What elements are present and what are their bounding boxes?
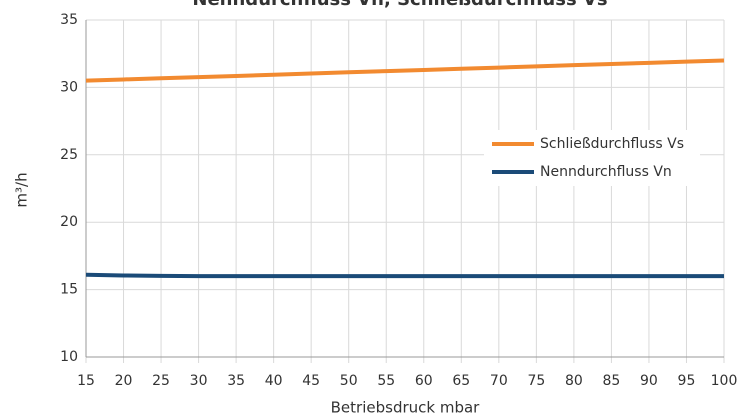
y-tick-label: 25 xyxy=(60,147,78,163)
chart-title: Nenndurchfluss Vn, Schließdurchfluss Vs xyxy=(192,0,607,10)
x-tick-label: 95 xyxy=(678,373,696,389)
series-line xyxy=(85,58,725,83)
x-tick-label: 100 xyxy=(711,373,738,389)
x-tick-label: 80 xyxy=(565,373,583,389)
x-tick-label: 30 xyxy=(190,373,208,389)
y-tick-label: 30 xyxy=(60,79,78,95)
x-tick-label: 75 xyxy=(527,373,545,389)
x-tick-label: 55 xyxy=(377,373,395,389)
x-tick-label: 70 xyxy=(490,373,508,389)
x-tick-label: 15 xyxy=(77,373,95,389)
y-tick-label: 20 xyxy=(60,214,78,230)
x-tick-label: 20 xyxy=(115,373,133,389)
x-tick-label: 45 xyxy=(302,373,320,389)
y-tick-label: 15 xyxy=(60,282,78,298)
x-tick-label: 35 xyxy=(227,373,245,389)
x-tick-label: 65 xyxy=(452,373,470,389)
legend-label: Schließdurchfluss Vs xyxy=(540,136,684,152)
x-tick-label: 85 xyxy=(602,373,620,389)
y-axis-label: m³/h xyxy=(13,172,31,207)
x-tick-label: 50 xyxy=(340,373,358,389)
y-tick-label: 35 xyxy=(60,12,78,28)
x-tick-label: 90 xyxy=(640,373,658,389)
x-tick-label: 40 xyxy=(265,373,283,389)
legend-label: Nenndurchfluss Vn xyxy=(540,164,672,180)
x-tick-label: 60 xyxy=(415,373,433,389)
y-tick-label: 10 xyxy=(60,349,78,365)
x-tick-label: 25 xyxy=(152,373,170,389)
legend-box xyxy=(484,130,700,186)
x-axis-label: Betriebsdruck mbar xyxy=(331,399,481,415)
series-line xyxy=(85,272,724,279)
